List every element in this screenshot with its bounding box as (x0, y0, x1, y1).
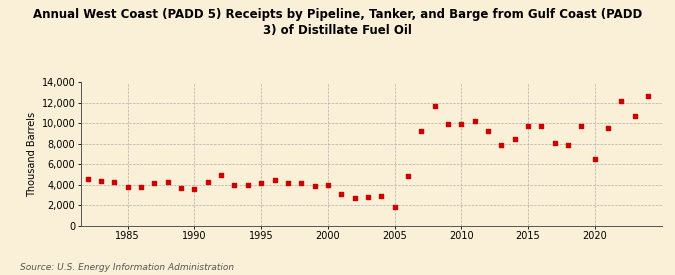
Point (296, 180, 306, 185)
Text: Source: U.S. Energy Information Administration: Source: U.S. Energy Information Administ… (20, 263, 234, 272)
Point (323, 182, 333, 187)
Point (483, 128, 493, 133)
Point (603, 126, 614, 131)
Point (216, 173, 227, 178)
Y-axis label: Thousand Barrels: Thousand Barrels (28, 111, 37, 197)
Point (522, 124, 533, 129)
Point (96, 178, 107, 183)
Point (510, 136, 520, 141)
Point (443, 122, 454, 126)
Point (496, 143, 507, 147)
Point (563, 143, 574, 147)
Point (122, 185, 133, 189)
Point (282, 180, 293, 185)
Point (389, 205, 400, 209)
Point (549, 141, 560, 145)
Point (242, 182, 253, 187)
Point (536, 124, 547, 129)
Point (589, 157, 600, 161)
Point (69, 182, 80, 186)
Point (402, 174, 413, 179)
Point (149, 180, 160, 185)
Point (176, 186, 186, 190)
Point (576, 124, 587, 129)
Point (349, 196, 360, 200)
Point (362, 195, 373, 200)
Text: Annual West Coast (PADD 5) Receipts by Pipeline, Tanker, and Barge from Gulf Coa: Annual West Coast (PADD 5) Receipts by P… (33, 8, 642, 37)
Point (616, 99, 627, 103)
Point (202, 179, 213, 184)
Point (229, 182, 240, 187)
Point (256, 180, 267, 185)
Point (416, 128, 427, 133)
Point (269, 177, 280, 182)
Point (309, 183, 320, 188)
Point (189, 186, 200, 191)
Point (629, 114, 640, 119)
Point (109, 179, 119, 184)
Point (456, 122, 466, 127)
Point (429, 104, 440, 108)
Point (336, 192, 347, 196)
Point (376, 194, 387, 198)
Point (163, 179, 173, 184)
Point (82, 176, 93, 181)
Point (136, 185, 146, 189)
Point (469, 119, 480, 123)
Point (643, 94, 653, 98)
